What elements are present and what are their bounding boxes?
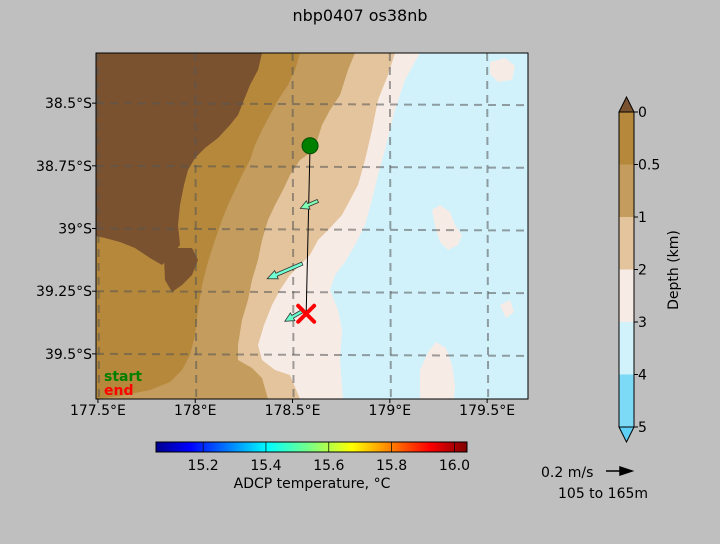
end-marker (296, 303, 317, 324)
bathymetry-map: 177.5°E 178°E 178.5°E 179°E 179.5°E 38.5°S38… (36, 52, 529, 419)
depth-colorbar-band (619, 374, 634, 427)
lon-tick-label: 179.5°E (459, 403, 515, 419)
depth-colorbar-ticks: 0 0.5 1 2 3 4 5 (634, 105, 660, 436)
track-line (305, 145, 311, 314)
seamount-east (432, 205, 462, 250)
lat-tick-label: 39.5°S (45, 347, 92, 363)
start-legend-label: start (104, 369, 142, 385)
start-marker (301, 137, 319, 155)
seamount-small (500, 300, 514, 318)
lon-tick-label: 179°E (369, 403, 412, 419)
depth-colorbar-bands (618, 95, 635, 444)
lat-tick-label: 39.25°S (36, 284, 92, 300)
grid-meridian (388, 53, 392, 399)
grid-parallel (96, 290, 528, 295)
depth-tick-label: 3 (638, 315, 647, 331)
seamount-northeast (490, 58, 515, 82)
depth-colorbar-band (619, 112, 634, 165)
temperature-colorbar: 15.2 15.4 15.6 15.8 16.0 ADCP temperature, °… (155, 441, 470, 492)
grid-parallel (96, 227, 528, 232)
depth-colorbar-band (619, 269, 634, 322)
depth-colorbar-extend-top (618, 95, 635, 113)
lon-tick-label: 178.5°E (265, 403, 321, 419)
lat-tick-label: 38.75°S (36, 159, 92, 175)
vector-key: 0.2 m/s 105 to 165m (541, 465, 648, 502)
temp-tick-label: 15.8 (376, 458, 407, 474)
ship-track (266, 137, 320, 324)
lat-tick-labels: 38.5°S 38.75°S 39°S 39.25°S 39.5°S (36, 96, 96, 363)
temperature-colorbar-gradient (155, 441, 468, 453)
temperature-colorbar-ticks: 15.2 15.4 15.6 15.8 16.0 (188, 442, 470, 474)
grid-parallel (96, 352, 528, 357)
lon-tick-label: 177.5°E (70, 403, 126, 419)
depth-colorbar-band (619, 322, 634, 375)
lat-tick-label: 39°S (58, 222, 92, 238)
depth-colorbar-label: Depth (km) (666, 230, 682, 310)
temperature-colorbar-label: ADCP temperature, °C (234, 476, 391, 492)
grid-parallel (96, 164, 528, 169)
depth-tick-label: 2 (638, 263, 647, 279)
end-legend-label: end (104, 383, 133, 399)
lon-tick-label: 178°E (174, 403, 217, 419)
bathymetry-layers (96, 53, 528, 399)
temp-tick-label: 15.4 (250, 458, 281, 474)
grid-meridian (96, 53, 100, 399)
depth-tick-label: 0 (638, 105, 647, 121)
vector-key-depth-range: 105 to 165m (558, 486, 648, 502)
depth-colorbar-band (619, 217, 634, 270)
vector-key-arrow (606, 465, 635, 477)
depth-colorbar-extend-bottom (618, 426, 635, 444)
end-marker-stroke (296, 303, 317, 324)
temp-tick-label: 15.6 (313, 458, 344, 474)
depth-colorbar: 0 0.5 1 2 3 4 5 Depth (km) (618, 95, 682, 444)
map-frame (95, 52, 529, 400)
depth-tick-label: 1 (638, 210, 647, 226)
depth-colorbar-band (619, 164, 634, 217)
vector-key-speed: 0.2 m/s (541, 465, 593, 481)
lat-tick-label: 38.5°S (45, 96, 92, 112)
depth-tick-label: 0.5 (638, 158, 660, 174)
velocity-vector (299, 198, 320, 210)
grid-meridian (194, 53, 198, 399)
depth-tick-label: 4 (638, 368, 647, 384)
temp-tick-label: 16.0 (439, 458, 470, 474)
lon-tick-labels: 177.5°E 178°E 178.5°E 179°E 179.5°E (70, 399, 515, 419)
grid-lines (96, 53, 528, 399)
velocity-vector (284, 309, 304, 322)
depth-tick-label: 5 (638, 420, 647, 436)
grid-meridian (486, 53, 490, 399)
grid-meridian (291, 53, 295, 399)
grid-parallel (96, 102, 528, 107)
land-area (96, 53, 262, 265)
temp-tick-label: 15.2 (188, 458, 219, 474)
land-area-peninsula (164, 248, 198, 292)
plot-title: nbp0407 os38nb (292, 6, 427, 25)
velocity-vector (266, 261, 304, 280)
